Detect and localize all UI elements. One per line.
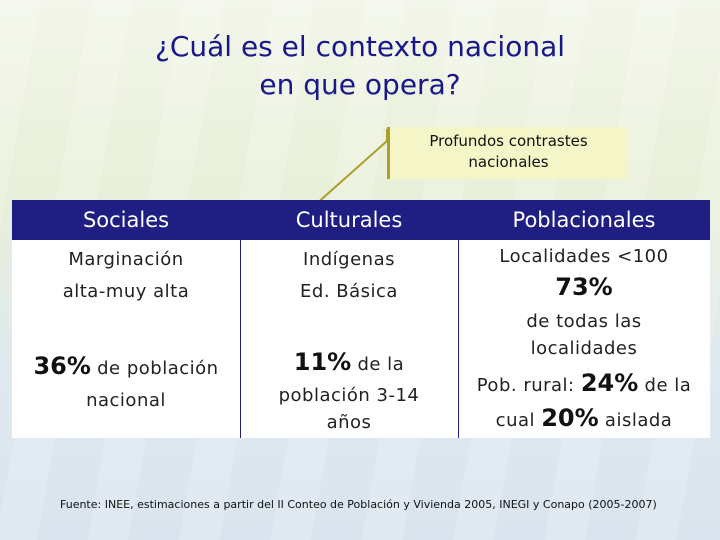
column-divider [240,240,241,438]
callout-line-1: Profundos contrastes [429,132,588,150]
page-title: ¿Cuál es el contexto nacional en que ope… [0,28,720,104]
poblacionales-line-3: de todas las [526,311,642,332]
header-poblacionales: Poblacionales [512,208,656,232]
culturales-line-5: años [326,412,372,433]
culturales-stat: 11% de la población 3-14 años [240,346,458,435]
sociales-stat: 36% de población nacional [12,350,240,417]
context-table: Sociales Culturales Poblacionales Margin… [12,200,710,438]
poblacionales-line-4: localidades [530,338,638,359]
poblacionales-percent-3: 20% [541,404,599,432]
title-line-1: ¿Cuál es el contexto nacional [154,30,566,63]
table-header-row: Sociales Culturales Poblacionales [12,200,710,240]
sociales-line-4: nacional [86,390,166,411]
sociales-label-1: Marginación [68,249,184,270]
callout-box: Profundos contrastes nacionales [387,127,627,179]
culturales-cell: Indígenas Ed. Básica [240,244,458,308]
sociales-percent: 36% [33,352,91,380]
culturales-label-2: Ed. Básica [300,281,398,302]
poblacionales-cell: Localidades <100 73% de todas las locali… [458,244,710,436]
callout-line-2: nacionales [468,153,549,171]
header-sociales: Sociales [82,208,170,232]
rural-prefix: Pob. rural: [476,375,581,396]
header-culturales: Culturales [295,208,403,232]
rural-suffix: de la [638,375,692,396]
culturales-label-1: Indígenas [303,249,395,270]
sociales-label-2: alta-muy alta [62,281,190,302]
poblacionales-percent-1: 73% [555,273,613,301]
cual-suffix: aislada [598,410,673,431]
source-note: Fuente: INEE, estimaciones a partir del … [60,498,657,511]
column-divider [458,240,459,438]
culturales-percent: 11% [293,348,352,376]
poblacionales-percent-2: 24% [580,369,639,397]
culturales-percent-text: de la [351,354,405,375]
cual-prefix: cual [495,410,542,431]
poblacionales-label-1: Localidades <100 [499,246,669,267]
title-line-2: en que opera? [259,68,461,101]
sociales-percent-text: de población [90,358,219,379]
culturales-line-4: población 3-14 [278,385,420,406]
sociales-cell: Marginación alta-muy alta [12,244,240,308]
